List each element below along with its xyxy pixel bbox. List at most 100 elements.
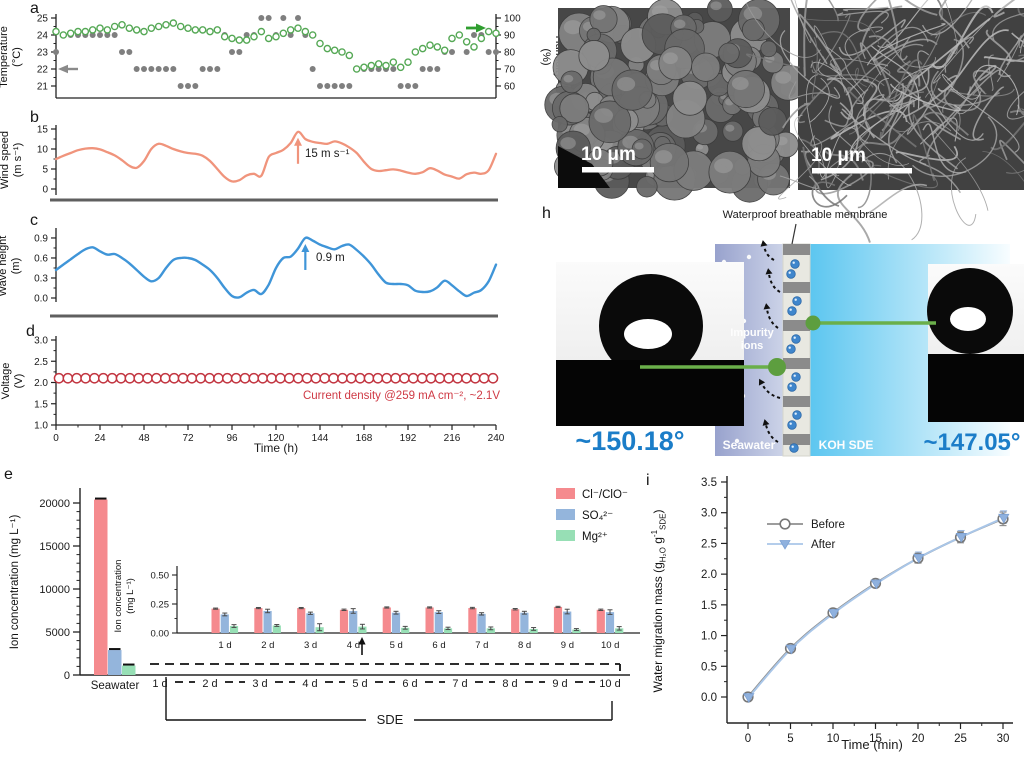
left-connector-dot <box>768 358 786 376</box>
voltage-chart: 1.0 1.5 2.0 2.5 3.0 0 24 48 72 96 120 144 168 192 216 2… <box>34 336 505 445</box>
water-migration-axis-label-part: -1 <box>650 529 659 538</box>
circle <box>74 27 82 36</box>
circle <box>133 66 140 72</box>
text: 2.5 <box>701 538 717 550</box>
circle <box>177 83 184 89</box>
circle <box>407 372 419 384</box>
ellipse <box>673 19 686 29</box>
path <box>912 116 997 177</box>
text: 10 <box>37 145 49 156</box>
text: 4 d <box>302 678 317 690</box>
path <box>803 18 880 45</box>
text: 30 <box>997 733 1010 745</box>
div: Water migration mass (gH₂O g-1SDE) <box>650 476 668 726</box>
path <box>974 64 1020 116</box>
path <box>880 99 915 139</box>
circle <box>578 40 610 72</box>
circle <box>195 372 207 384</box>
path <box>938 0 970 49</box>
text: 2.0 <box>34 378 48 389</box>
circle <box>213 372 224 384</box>
circle <box>243 32 250 38</box>
text: 1 d <box>152 678 167 690</box>
circle <box>434 66 441 72</box>
circle <box>103 26 112 34</box>
water-migration-axis-label-part: ) <box>651 509 665 514</box>
so4-swatch <box>556 509 575 520</box>
circle <box>360 63 368 72</box>
text: 4 d <box>347 640 360 651</box>
circle <box>133 372 145 384</box>
right-connector-dot <box>805 315 821 331</box>
circle <box>374 60 383 68</box>
path <box>905 90 933 125</box>
circle <box>97 32 103 38</box>
rect <box>572 629 581 633</box>
text: Before <box>811 519 845 531</box>
polygon <box>955 532 967 543</box>
ion-legend: Cl⁻/ClO⁻ SO₄²⁻ Mg²⁺ <box>556 483 628 546</box>
cl-swatch <box>556 488 575 499</box>
temperature-axis-label-line1: Temperature <box>0 26 10 88</box>
circle <box>53 49 59 55</box>
rect <box>263 610 272 633</box>
circle <box>53 372 65 384</box>
circle <box>154 22 163 31</box>
circle <box>455 31 464 39</box>
legend-row-cl: Cl⁻/ClO⁻ <box>556 483 628 504</box>
rect <box>563 611 572 633</box>
water-droplet-icon <box>789 443 799 453</box>
text: 1.0 <box>34 421 48 432</box>
water-droplet-icon <box>787 420 797 430</box>
text: 10 d <box>601 640 620 651</box>
path <box>930 70 1000 107</box>
circle <box>309 66 316 72</box>
water-droplet-icon <box>787 306 797 316</box>
circle <box>789 422 792 425</box>
text: 3 d <box>304 640 317 651</box>
polygon <box>779 540 791 550</box>
water-droplet-icon <box>791 372 801 382</box>
circle <box>389 58 398 67</box>
path <box>836 10 889 24</box>
water-droplet-icon <box>786 269 796 279</box>
ellipse <box>563 74 574 83</box>
text: 0.5 <box>701 661 717 673</box>
membrane-block <box>783 434 810 445</box>
text: 7 d <box>475 640 488 651</box>
path <box>919 154 961 194</box>
text: 5 d <box>352 678 367 690</box>
path <box>1006 169 1024 174</box>
path <box>874 26 929 62</box>
path <box>931 5 994 69</box>
rect <box>582 167 654 173</box>
circle <box>792 261 795 264</box>
circle <box>487 372 499 384</box>
text: 3 d <box>252 678 267 690</box>
path <box>950 88 1020 153</box>
path <box>904 0 938 16</box>
circle <box>793 336 796 339</box>
event-arrow-icon <box>358 637 366 645</box>
circle <box>440 46 449 55</box>
rect <box>605 612 615 633</box>
water-droplet-icon <box>790 259 800 269</box>
rect <box>511 609 520 633</box>
rejection-arrow-icon <box>765 268 773 275</box>
circle <box>469 372 481 384</box>
ellipse <box>594 108 614 123</box>
rect <box>220 614 229 633</box>
circle <box>741 126 777 162</box>
humidity-series <box>52 19 500 73</box>
circle <box>192 83 199 89</box>
legend-row-so4: SO₄²⁻ <box>556 504 628 525</box>
circle <box>789 308 792 311</box>
polygon <box>743 693 755 703</box>
polygon <box>913 553 925 564</box>
text: Ion concentration <box>113 560 124 633</box>
path <box>828 105 875 175</box>
path <box>797 41 875 124</box>
rect <box>358 626 367 633</box>
circle <box>229 49 235 55</box>
